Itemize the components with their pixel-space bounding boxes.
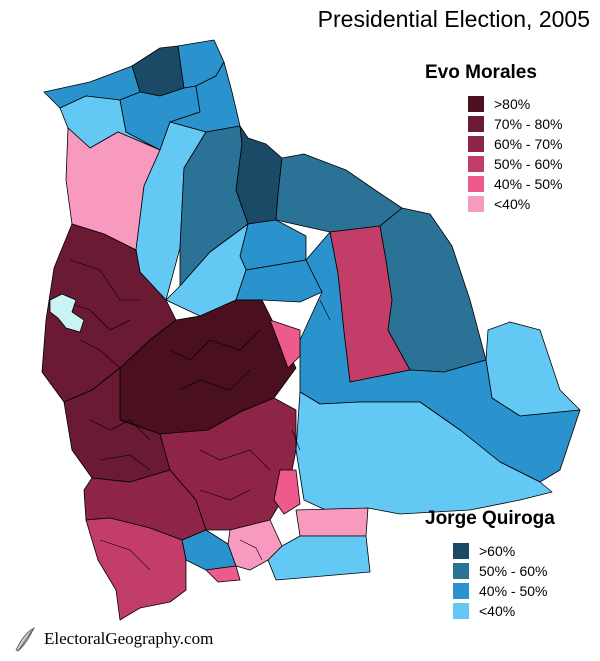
morales-legend-swatch (468, 96, 484, 112)
morales-legend: >80% 70% - 80% 60% - 70% 50% - 60% 40% - 50%… (468, 94, 562, 214)
map-region-beni-dark (235, 125, 283, 225)
quiroga-legend-label: 50% - 60% (479, 563, 548, 579)
morales-legend-swatch (468, 136, 484, 152)
quiroga-legend-row: 50% - 60% (453, 561, 547, 581)
map-region-beni-west (135, 121, 207, 301)
morales-legend-label: 40% - 50% (494, 176, 563, 192)
morales-legend-row: 70% - 80% (468, 114, 562, 134)
map-region-tarija-pink (227, 519, 283, 571)
morales-legend-swatch (468, 116, 484, 132)
morales-legend-swatch (468, 176, 484, 192)
map-region-beni-northeast (275, 153, 403, 233)
quiroga-legend-row: <40% (453, 601, 547, 621)
quiroga-legend: >60% 50% - 60% 40% - 50% <40% (453, 541, 547, 621)
morales-legend-label: <40% (494, 196, 531, 212)
morales-legend-swatch (468, 196, 484, 212)
quiroga-legend-row: >60% (453, 541, 547, 561)
credit: ElectoralGeography.com (10, 624, 213, 654)
morales-legend-row: <40% (468, 194, 562, 214)
morales-legend-label: 70% - 80% (494, 116, 563, 132)
quiroga-legend-swatch (453, 543, 469, 559)
morales-legend-row: 60% - 70% (468, 134, 562, 154)
quiroga-legend-heading: Jorge Quiroga (425, 508, 555, 529)
map-region-chuquisaca-east (295, 507, 369, 537)
quiroga-legend-row: 40% - 50% (453, 581, 547, 601)
morales-legend-row: >80% (468, 94, 562, 114)
morales-legend-row: 50% - 60% (468, 154, 562, 174)
morales-legend-label: 60% - 70% (494, 136, 563, 152)
lake-titicaca (49, 293, 85, 333)
map-region-santa-cruz-south (295, 391, 553, 515)
quiroga-legend-swatch (453, 583, 469, 599)
map-region-tarija-east (267, 535, 371, 581)
map-region-santa-cruz-east (485, 321, 581, 417)
map-region-santa-cruz-valley (269, 319, 301, 515)
quiroga-legend-label: 40% - 50% (479, 583, 548, 599)
morales-legend-swatch (468, 156, 484, 172)
credit-text: ElectoralGeography.com (44, 629, 214, 648)
quill-logo-icon (15, 626, 35, 652)
quiroga-legend-swatch (453, 603, 469, 619)
map-region-far-north-tip (131, 45, 185, 97)
quiroga-legend-label: >60% (479, 543, 516, 559)
quiroga-legend-label: <40% (479, 603, 516, 619)
morales-legend-row: 40% - 50% (468, 174, 562, 194)
municipality-borders (59, 259, 331, 571)
morales-legend-label: >80% (494, 96, 531, 112)
morales-legend-label: 50% - 60% (494, 156, 563, 172)
morales-legend-heading: Evo Morales (425, 62, 537, 83)
map-region-tarija-hot (205, 565, 241, 583)
map-title: Presidential Election, 2005 (317, 6, 590, 32)
quiroga-legend-swatch (453, 563, 469, 579)
